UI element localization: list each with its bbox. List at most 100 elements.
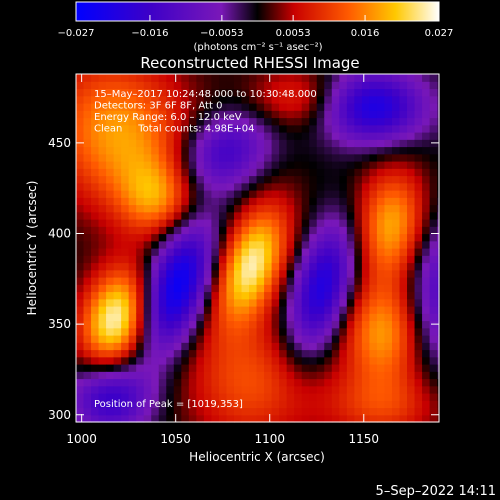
heatmap-cell bbox=[218, 400, 228, 409]
heatmap-cell bbox=[76, 255, 85, 264]
heatmap-cell bbox=[256, 320, 265, 329]
heatmap-cell bbox=[136, 327, 145, 336]
heatmap-cell bbox=[203, 262, 213, 271]
heatmap-cell bbox=[158, 306, 167, 314]
heatmap-cell bbox=[128, 400, 137, 409]
heatmap-cell bbox=[173, 393, 182, 401]
heatmap-cell bbox=[173, 204, 182, 213]
heatmap-cell bbox=[429, 298, 438, 307]
heatmap-cell bbox=[173, 88, 182, 97]
heatmap-cell bbox=[399, 371, 408, 380]
heatmap-cell bbox=[286, 255, 295, 264]
heatmap-cell bbox=[391, 298, 401, 307]
colorbar-ticks: −0.027 −0.016 −0.0053 0.0053 0.016 0.027 bbox=[57, 15, 453, 39]
heatmap-cell bbox=[271, 197, 280, 206]
heatmap-cell bbox=[361, 349, 371, 358]
heatmap-cell bbox=[369, 153, 378, 162]
heatmap-cell bbox=[181, 378, 190, 387]
heatmap-cell bbox=[98, 320, 107, 329]
heatmap-cell bbox=[226, 204, 235, 213]
heatmap-cell bbox=[249, 269, 258, 278]
heatmap-cell bbox=[76, 269, 85, 278]
heatmap-cell bbox=[271, 298, 280, 307]
heatmap-cell bbox=[241, 407, 250, 416]
heatmap-cell bbox=[241, 124, 250, 133]
heatmap-cell bbox=[211, 175, 220, 184]
heatmap-cell bbox=[391, 269, 401, 278]
heatmap-cell bbox=[106, 95, 115, 104]
heatmap-cell bbox=[196, 211, 205, 220]
heatmap-cell bbox=[121, 400, 130, 409]
heatmap-cell bbox=[361, 414, 371, 423]
heatmap-cell bbox=[301, 153, 310, 162]
heatmap-cell bbox=[143, 284, 152, 293]
heatmap-cell bbox=[316, 95, 325, 104]
heatmap-cell bbox=[211, 407, 220, 416]
heatmap-cell bbox=[143, 393, 152, 401]
heatmap-cell bbox=[83, 81, 92, 90]
heatmap-cell bbox=[136, 219, 145, 227]
heatmap-cell bbox=[354, 110, 363, 119]
heatmap-cell bbox=[181, 74, 190, 82]
heatmap-cell bbox=[196, 414, 205, 423]
heatmap-cell bbox=[324, 139, 333, 148]
heatmap-cell bbox=[91, 226, 100, 235]
heatmap-cell bbox=[354, 81, 363, 90]
heatmap-cell bbox=[384, 269, 393, 278]
heatmap-cell bbox=[256, 400, 265, 409]
heatmap-cell bbox=[301, 146, 310, 155]
heatmap-cell bbox=[331, 255, 340, 264]
heatmap-cell bbox=[286, 269, 295, 278]
heatmap-cell bbox=[128, 407, 137, 416]
heatmap-cell bbox=[369, 175, 378, 184]
heatmap-cell bbox=[233, 190, 243, 198]
heatmap-cell bbox=[241, 371, 250, 380]
heatmap-cell bbox=[309, 211, 318, 220]
heatmap-cell bbox=[233, 364, 243, 372]
heatmap-cell bbox=[256, 175, 265, 184]
heatmap-cell bbox=[106, 269, 115, 278]
heatmap-cell bbox=[211, 298, 220, 307]
heatmap-cell bbox=[286, 117, 295, 126]
heatmap-cell bbox=[331, 226, 340, 235]
heatmap-cell bbox=[106, 197, 115, 206]
x-tick-label: 1150 bbox=[348, 432, 379, 446]
heatmap-cell bbox=[414, 139, 423, 148]
heatmap-cell bbox=[83, 306, 92, 314]
heatmap-cell bbox=[76, 190, 85, 198]
heatmap-cell bbox=[83, 117, 92, 126]
heatmap-cell bbox=[113, 168, 122, 177]
heatmap-cell bbox=[316, 110, 325, 119]
heatmap-cell bbox=[361, 81, 371, 90]
heatmap-cell bbox=[376, 356, 386, 365]
heatmap-cell bbox=[422, 161, 431, 169]
heatmap-cell bbox=[399, 414, 408, 423]
heatmap-cell bbox=[331, 371, 340, 380]
heatmap-cell bbox=[407, 146, 416, 155]
heatmap-cell bbox=[196, 226, 205, 235]
heatmap-cell bbox=[279, 110, 288, 119]
heatmap-cell bbox=[196, 306, 205, 314]
heatmap-cell bbox=[151, 226, 160, 235]
heatmap-cell bbox=[256, 378, 265, 387]
heatmap-cell bbox=[166, 110, 175, 119]
heatmap-cell bbox=[256, 146, 265, 155]
heatmap-cell bbox=[241, 175, 250, 184]
heatmap-cell bbox=[286, 284, 295, 293]
heatmap-cell bbox=[158, 342, 167, 351]
heatmap-cell bbox=[83, 393, 92, 401]
heatmap-cell bbox=[173, 95, 182, 104]
heatmap-cell bbox=[233, 291, 243, 300]
heatmap-cell bbox=[376, 400, 386, 409]
heatmap-cell bbox=[196, 298, 205, 307]
heatmap-cell bbox=[181, 117, 190, 126]
heatmap-cell bbox=[98, 371, 107, 380]
heatmap-cell bbox=[203, 153, 213, 162]
heatmap-cell bbox=[437, 211, 440, 220]
heatmap-cell bbox=[83, 407, 92, 416]
heatmap-cell bbox=[429, 233, 438, 242]
heatmap-cell bbox=[158, 226, 167, 235]
heatmap-cell bbox=[429, 81, 438, 90]
heatmap-cell bbox=[384, 74, 393, 82]
heatmap-cell bbox=[309, 320, 318, 329]
